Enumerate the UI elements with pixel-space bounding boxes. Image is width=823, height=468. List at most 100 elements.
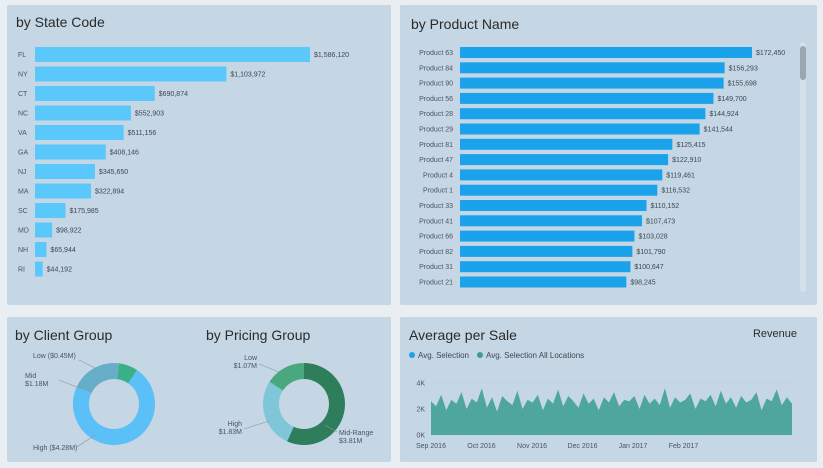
bar-category-label: MD [18,228,29,235]
legend-dot-icon [477,352,483,358]
bar[interactable] [460,108,706,120]
donut-slice-label: Mid-Range [339,430,373,437]
x-tick-label: Dec 2016 [568,443,598,450]
bar-category-label: Product 29 [419,127,453,134]
bar[interactable] [460,230,635,242]
bar-category-label: Product 31 [419,264,453,271]
donut-slice-label: $3.81M [339,438,363,445]
bar[interactable] [460,184,658,196]
bar[interactable] [35,183,91,199]
bar-value-label: $511,156 [128,130,157,137]
leader-line [76,434,96,448]
bar-category-label: NY [18,72,28,79]
donut-slice[interactable] [76,363,119,394]
client-panel-title: by Client Group [15,327,113,343]
bar[interactable] [460,62,725,74]
bar[interactable] [35,242,47,257]
bar-category-label: Product 66 [419,234,453,241]
bar-category-label: Product 33 [419,203,453,210]
donut-slice-label: $1.18M [25,381,49,388]
bar-value-label: $107,473 [646,218,675,225]
bar-value-label: $65,944 [50,247,75,254]
area-series[interactable] [431,388,792,435]
y-tick-label: 4K [416,381,425,388]
bar[interactable] [460,47,752,58]
bar-category-label: CT [18,91,28,98]
bar-category-label: Product 21 [419,280,453,287]
leader-line [78,359,98,370]
bar-value-label: $172,450 [756,50,785,57]
bar[interactable] [460,169,663,181]
donut-slice[interactable] [287,363,345,445]
bar-value-label: $155,698 [728,81,757,88]
product-bar-chart: Product 63 $172,450 Product 84 $156,293 Prod… [419,47,785,288]
legend-dot-icon [409,352,415,358]
bar[interactable] [460,200,647,211]
bar[interactable] [35,66,227,82]
bar-value-label: $322,894 [95,189,124,196]
bar-value-label: $149,700 [717,96,746,103]
x-tick-label: Feb 2017 [669,443,699,450]
donut-slice-label: High [228,421,243,428]
legend-label: Avg. Selection [418,351,469,360]
donut-slice-label: Mid [25,373,36,380]
bar[interactable] [35,203,66,218]
bar[interactable] [35,86,155,101]
bar-value-label: $144,924 [709,111,738,118]
legend-item-avg-all-locations[interactable]: Avg. Selection All Locations [477,351,584,360]
bar-category-label: VA [18,130,27,137]
bar[interactable] [460,276,627,288]
legend-item-avg-selection[interactable]: Avg. Selection [409,351,469,360]
donut-slice[interactable] [116,363,138,384]
bar[interactable] [35,222,53,238]
bar-category-label: RI [18,267,25,274]
donut-slice[interactable] [269,363,305,391]
donut-slice-label: Low [244,355,258,362]
bar-value-label: $156,293 [729,65,758,72]
bar[interactable] [35,164,95,179]
bar-value-label: $552,903 [135,111,164,118]
product-scrollbar-thumb[interactable] [800,46,806,80]
leader-line [324,424,338,433]
state-panel: by State Code FL $1,586,120 NY $1,103,972 CT… [7,5,391,305]
bar-category-label: NJ [18,169,27,176]
bar-value-label: $408,146 [110,150,139,157]
bar-value-label: $175,985 [70,208,99,215]
avg-area-chart: 4K 2K 0K Sep 2016 Oct 2016 Nov 2016 Dec 2016 Ja… [416,381,792,450]
bar-value-label: $101,790 [636,249,665,256]
bar-category-label: NC [18,111,28,118]
product-scrollbar[interactable] [800,42,806,292]
bar[interactable] [35,125,124,140]
bar[interactable] [460,77,724,89]
x-tick-label: Jan 2017 [619,443,648,450]
bar[interactable] [35,261,43,277]
bar[interactable] [460,245,633,257]
bar-value-label: $345,650 [99,169,128,176]
donut-slice[interactable] [263,381,295,442]
bar-category-label: Product 47 [419,157,453,164]
bar-category-label: Product 4 [423,172,453,179]
bar[interactable] [460,154,669,166]
bar[interactable] [460,92,714,104]
bar[interactable] [460,123,700,135]
bar[interactable] [35,105,131,121]
donut-slice-label: $1.83M [219,429,243,436]
bar[interactable] [460,215,642,227]
bar[interactable] [35,144,106,160]
bar-value-label: $1,586,120 [314,52,349,59]
leader-line [243,420,270,430]
donut-slice[interactable] [73,370,155,445]
bar-value-label: $103,028 [638,234,667,241]
revenue-label[interactable]: Revenue [752,328,797,340]
bar-category-label: FL [18,52,26,59]
bar[interactable] [460,138,673,150]
bar-value-label: $116,532 [661,188,690,195]
bar[interactable] [35,47,310,62]
state-panel-title: by State Code [16,14,105,30]
bar[interactable] [460,261,631,273]
bar-value-label: $1,103,972 [230,72,265,79]
state-bar-chart: FL $1,586,120 NY $1,103,972 CT $690,874 NC $552… [18,47,349,277]
leader-line [258,363,280,373]
bar-category-label: Product 63 [419,50,453,57]
bar-category-label: Product 41 [419,218,453,225]
